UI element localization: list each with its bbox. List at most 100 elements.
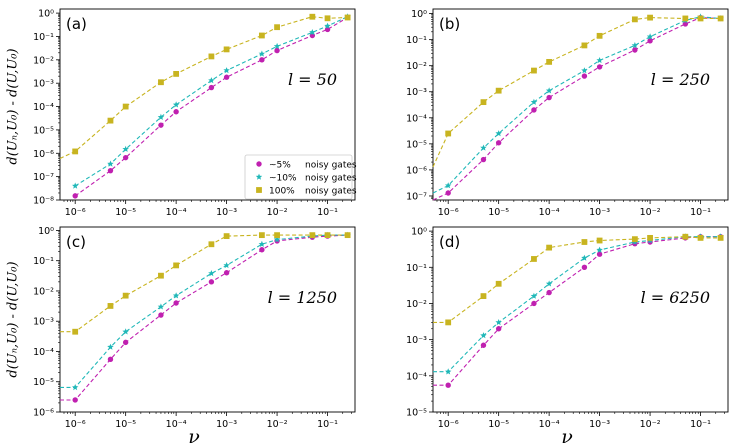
x-tick-label: 10⁻⁶ — [65, 419, 86, 430]
legend-entry-suffix: noisy gates — [305, 174, 357, 184]
panel-label: (a) — [66, 15, 87, 33]
square-marker — [581, 239, 588, 245]
star-marker — [273, 236, 281, 243]
panel-label: (d) — [439, 233, 460, 251]
y-tick-label: 10⁻⁴ — [33, 102, 54, 113]
square-marker — [697, 15, 704, 22]
circle-marker — [596, 64, 603, 70]
square-marker — [445, 319, 452, 326]
x-tick-label: 10⁻⁴ — [166, 207, 187, 218]
y-tick-label: 10⁰ — [38, 226, 54, 237]
x-tick-label: 10⁻⁵ — [488, 419, 509, 430]
star-marker — [445, 368, 452, 375]
square-marker — [122, 103, 129, 110]
star-marker — [495, 130, 502, 137]
circle-marker — [480, 342, 487, 348]
x-tick-label: 10⁻¹ — [317, 419, 338, 430]
circle-marker — [495, 140, 502, 146]
series-line — [74, 17, 348, 197]
square-marker — [546, 244, 553, 251]
square-marker — [647, 234, 653, 241]
y-tick-label: 10⁻⁶ — [406, 165, 427, 176]
series-10pct — [72, 13, 351, 189]
square-marker — [324, 232, 331, 239]
y-tick-label: 10⁻³ — [406, 87, 427, 98]
star-marker — [157, 113, 165, 120]
x-tick-label: 10⁻³ — [589, 207, 610, 218]
circle-marker — [596, 251, 603, 257]
legend-entry-name: 100% — [269, 187, 295, 197]
square-marker — [697, 234, 704, 241]
star-marker — [596, 246, 603, 253]
y-tick-label: 10⁻³ — [33, 79, 54, 90]
plot-frame — [432, 226, 729, 413]
series-5pct — [60, 232, 351, 403]
annotation-label: l = 1250 — [268, 288, 337, 307]
square-marker — [495, 87, 502, 94]
circle-marker — [546, 289, 552, 296]
square-marker — [682, 15, 689, 22]
square-marker — [309, 232, 316, 239]
x-tick-label: 10⁻² — [267, 207, 288, 218]
y-tick-label: 10⁰ — [411, 9, 427, 20]
circle-marker — [531, 300, 537, 307]
series-line — [60, 234, 348, 388]
circle-marker — [445, 382, 451, 388]
x-tick-label: 10⁻² — [640, 419, 661, 430]
annotation-label: l = 250 — [651, 70, 710, 89]
square-marker — [717, 15, 724, 22]
series-line — [433, 236, 721, 386]
square-marker — [480, 99, 487, 106]
y-axis-label-bottom: d(Uₙ,U₀) - d(U,U₀) — [5, 260, 21, 378]
y-tick-label: 10⁻¹ — [33, 256, 54, 267]
star-marker — [122, 328, 129, 335]
star-marker — [157, 303, 165, 310]
star-marker — [480, 332, 487, 339]
series-100pct — [433, 233, 724, 326]
square-marker — [173, 70, 180, 77]
y-tick-label: 10⁻⁷ — [406, 191, 427, 202]
square-marker — [107, 303, 114, 309]
x-tick-label: 10⁻⁴ — [539, 419, 560, 430]
plot-frame — [59, 226, 356, 413]
x-tick-label: 10⁻² — [267, 419, 288, 430]
square-marker — [72, 148, 79, 155]
y-tick-label: 10⁻² — [33, 286, 54, 297]
circle-marker — [173, 300, 179, 306]
y-tick-label: 10⁰ — [38, 9, 54, 20]
square-marker — [682, 233, 689, 240]
circle-marker — [647, 38, 653, 44]
circle-marker — [546, 94, 552, 101]
star-marker — [72, 182, 79, 189]
square-marker — [309, 13, 316, 20]
circle-marker — [107, 167, 114, 174]
star-marker — [530, 292, 538, 299]
star-marker — [208, 77, 215, 84]
circle-marker — [495, 326, 502, 332]
y-tick-label: 10⁻³ — [33, 317, 54, 328]
square-marker — [344, 14, 351, 21]
circle-marker — [158, 122, 164, 128]
circle-marker — [72, 397, 78, 403]
square-marker — [324, 15, 331, 22]
star-marker — [581, 67, 588, 74]
square-marker — [596, 32, 603, 39]
square-marker — [107, 117, 114, 124]
y-tick-label: 10⁻² — [406, 61, 427, 72]
series-line — [432, 17, 721, 168]
square-marker — [647, 14, 653, 21]
square-marker — [158, 272, 164, 279]
circle-marker — [682, 21, 689, 27]
star-marker — [107, 343, 114, 350]
circle-marker — [122, 339, 129, 346]
series-5pct — [433, 234, 724, 388]
circle-marker — [122, 154, 129, 161]
y-tick-label: 10⁻⁵ — [33, 125, 54, 136]
square-marker — [122, 292, 129, 299]
y-tick-label: 10⁻⁵ — [406, 139, 427, 150]
x-tick-label: 10⁻⁵ — [115, 419, 136, 430]
series-line — [60, 234, 348, 333]
square-marker — [631, 236, 638, 243]
series-line — [433, 236, 721, 323]
circle-marker — [480, 156, 487, 163]
